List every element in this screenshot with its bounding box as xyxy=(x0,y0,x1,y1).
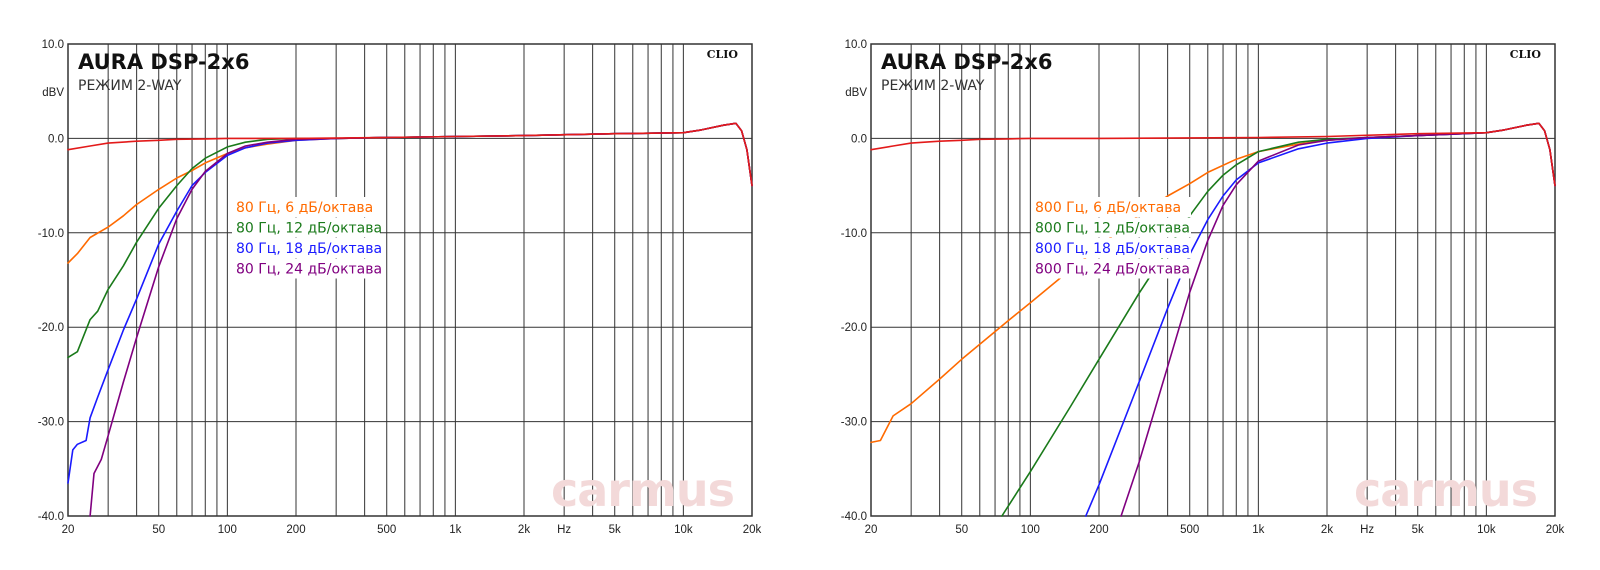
x-tick-label: 2k xyxy=(1321,524,1333,536)
x-tick-label: 5k xyxy=(1412,524,1424,536)
x-tick-label: 10k xyxy=(674,524,693,536)
legend-item-label: 800 Гц, 6 дБ/октава xyxy=(1035,200,1181,216)
legend-item-label: 80 Гц, 18 дБ/октава xyxy=(236,241,382,257)
y-axis-label: dBV xyxy=(42,87,64,99)
y-tick-label: -30.0 xyxy=(38,417,64,429)
frequency-response-chart-800hz: 10.0 0.0 -10.0 -20.0 -30.0 -40.020 50 100 200 500… xyxy=(841,39,1565,536)
x-tick-label: 500 xyxy=(1180,524,1199,536)
clio-brand-logo: CLIO xyxy=(1510,48,1542,61)
y-tick-label: -40.0 xyxy=(38,511,64,523)
x-tick-label: 20 xyxy=(62,524,75,536)
x-tick-label: 50 xyxy=(152,524,165,536)
frequency-response-chart-80hz: 10.0 0.0 -10.0 -20.0 -30.0 -40.020 50 100 200 500… xyxy=(38,39,762,536)
legend-item-background xyxy=(1031,197,1191,217)
carmus-watermark-logo: carmus xyxy=(551,463,734,517)
y-tick-label: -30.0 xyxy=(841,417,867,429)
x-tick-label: 100 xyxy=(1021,524,1040,536)
chart-title: AURA DSP-2x6 xyxy=(78,50,249,74)
y-tick-label: -20.0 xyxy=(841,322,867,334)
clio-brand-logo: CLIO xyxy=(707,48,739,61)
legend-item-label: 800 Гц, 12 дБ/октава xyxy=(1035,221,1190,237)
y-tick-label: 0.0 xyxy=(851,133,867,145)
x-tick-label: 20k xyxy=(743,524,762,536)
x-tick-label: 200 xyxy=(286,524,305,536)
chart-subtitle: РЕЖИМ 2-WAY xyxy=(881,78,985,94)
series-line-5 xyxy=(870,122,1556,187)
x-tick-label: 5k xyxy=(609,524,621,536)
plot-area xyxy=(67,43,753,517)
x-axis-unit-label: Hz xyxy=(557,524,571,536)
x-axis-unit-label: Hz xyxy=(1360,524,1374,536)
x-tick-label: 1k xyxy=(449,524,461,536)
y-tick-label: 10.0 xyxy=(845,39,867,51)
legend-item-label: 800 Гц, 24 дБ/октава xyxy=(1035,262,1190,278)
y-tick-label: -40.0 xyxy=(841,511,867,523)
series-line-5 xyxy=(67,122,753,187)
y-tick-label: 10.0 xyxy=(42,39,64,51)
y-tick-label: 0.0 xyxy=(48,133,64,145)
x-tick-label: 50 xyxy=(955,524,968,536)
y-axis-label: dBV xyxy=(845,87,867,99)
legend-item-background xyxy=(1031,217,1191,238)
x-tick-label: 100 xyxy=(218,524,237,536)
legend-item-label: 80 Гц, 24 дБ/октава xyxy=(236,262,382,278)
x-tick-label: 2k xyxy=(518,524,530,536)
chart-title: AURA DSP-2x6 xyxy=(881,50,1052,74)
x-tick-label: 10k xyxy=(1477,524,1496,536)
x-tick-label: 500 xyxy=(377,524,396,536)
x-tick-label: 200 xyxy=(1089,524,1108,536)
legend-item-background xyxy=(232,217,380,238)
y-tick-label: -10.0 xyxy=(38,228,64,240)
legend-item-label: 80 Гц, 12 дБ/октава xyxy=(236,221,382,237)
y-tick-label: -20.0 xyxy=(38,322,64,334)
x-tick-label: 20k xyxy=(1546,524,1565,536)
x-tick-label: 1k xyxy=(1252,524,1264,536)
legend-item-background xyxy=(232,258,380,279)
legend-item-background xyxy=(232,197,380,217)
y-tick-label: -10.0 xyxy=(841,228,867,240)
plot-area xyxy=(870,43,1556,517)
x-tick-label: 20 xyxy=(865,524,878,536)
legend-item-label: 80 Гц, 6 дБ/октава xyxy=(236,200,373,216)
legend-item-background xyxy=(232,238,380,258)
legend-item-label: 800 Гц, 18 дБ/октава xyxy=(1035,241,1190,257)
chart-subtitle: РЕЖИМ 2-WAY xyxy=(78,78,182,94)
carmus-watermark-logo: carmus xyxy=(1354,463,1537,517)
legend-item-background xyxy=(1031,258,1191,279)
legend-item-background xyxy=(1031,238,1191,258)
